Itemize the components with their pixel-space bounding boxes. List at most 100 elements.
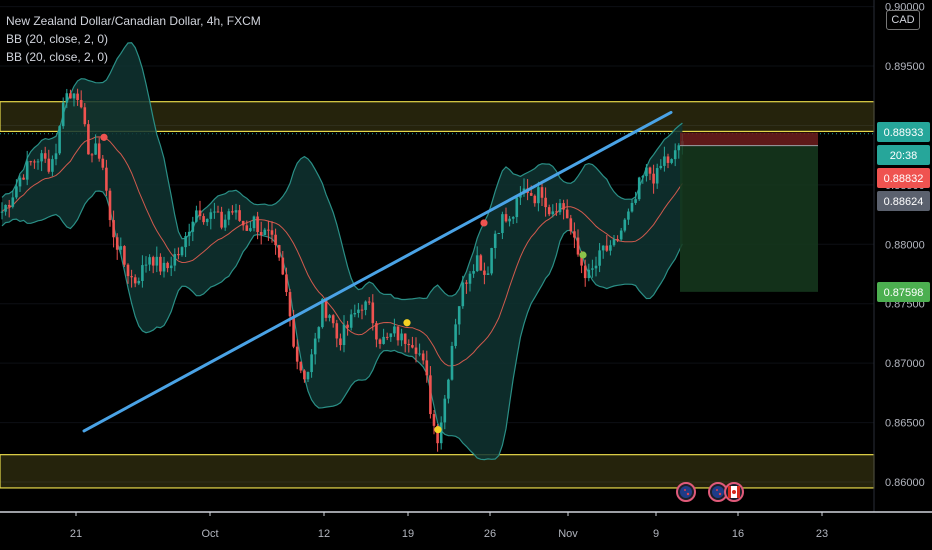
candle[interactable] <box>540 180 544 207</box>
candle[interactable] <box>501 211 504 240</box>
candle[interactable] <box>648 166 652 181</box>
candle[interactable] <box>40 149 43 172</box>
candle[interactable] <box>465 279 468 294</box>
candle[interactable] <box>421 350 425 365</box>
candle[interactable] <box>562 199 565 220</box>
candle[interactable] <box>652 164 655 194</box>
time-axis[interactable]: 21 Oct 12 19 26 Nov 9 16 23 <box>70 512 828 540</box>
candle[interactable] <box>573 222 576 249</box>
candle[interactable] <box>299 361 303 374</box>
candle[interactable] <box>137 277 141 286</box>
candle[interactable] <box>641 175 645 184</box>
candle[interactable] <box>173 248 177 272</box>
candle[interactable] <box>508 215 511 227</box>
candle[interactable] <box>393 318 396 337</box>
candle[interactable] <box>673 143 677 167</box>
candle[interactable] <box>677 143 681 159</box>
candle[interactable] <box>159 253 162 276</box>
candle[interactable] <box>241 220 245 231</box>
candle[interactable] <box>187 223 191 246</box>
candle[interactable] <box>213 202 216 219</box>
candle[interactable] <box>69 89 72 99</box>
candle[interactable] <box>205 218 209 226</box>
candle[interactable] <box>133 274 137 288</box>
candle[interactable] <box>227 208 231 226</box>
candle[interactable] <box>11 190 15 209</box>
candle[interactable] <box>79 90 83 109</box>
candle[interactable] <box>634 191 637 205</box>
candle[interactable] <box>389 333 393 342</box>
candle[interactable] <box>627 208 630 225</box>
candle[interactable] <box>119 237 123 255</box>
candle[interactable] <box>403 333 407 353</box>
candle[interactable] <box>630 199 634 213</box>
candle[interactable] <box>144 256 148 273</box>
candle[interactable] <box>306 371 310 383</box>
candle[interactable] <box>252 215 256 232</box>
candle[interactable] <box>245 220 249 231</box>
indicator-bb-2[interactable]: BB (20, close, 2, 0) <box>6 50 109 64</box>
candle[interactable] <box>346 320 349 336</box>
candle[interactable] <box>364 300 367 316</box>
candle[interactable] <box>277 244 281 261</box>
candle[interactable] <box>407 339 411 353</box>
candle[interactable] <box>342 315 346 353</box>
candle[interactable] <box>180 246 184 257</box>
candle[interactable] <box>155 246 159 273</box>
candle[interactable] <box>598 243 601 273</box>
candle[interactable] <box>457 306 461 335</box>
candle[interactable] <box>601 245 605 259</box>
candle[interactable] <box>130 269 133 288</box>
candle[interactable] <box>619 227 623 242</box>
candle[interactable] <box>141 255 144 288</box>
candle[interactable] <box>555 202 558 216</box>
candle[interactable] <box>609 240 612 256</box>
candle[interactable] <box>396 326 400 346</box>
candle[interactable] <box>43 146 47 163</box>
candle[interactable] <box>65 88 69 109</box>
candle[interactable] <box>223 214 227 231</box>
support-zone[interactable] <box>0 454 875 489</box>
candle[interactable] <box>349 309 353 331</box>
candle[interactable] <box>558 198 562 215</box>
candle[interactable] <box>479 253 483 271</box>
candle[interactable] <box>25 150 29 186</box>
candle[interactable] <box>670 158 673 165</box>
candle[interactable] <box>274 228 277 255</box>
candle[interactable] <box>83 102 87 127</box>
candle[interactable] <box>504 207 508 223</box>
candle[interactable] <box>328 314 331 322</box>
candle[interactable] <box>497 232 501 234</box>
candle[interactable] <box>166 261 169 273</box>
candle[interactable] <box>490 247 493 276</box>
indicator-bb-1[interactable]: BB (20, close, 2, 0) <box>6 32 109 46</box>
candle[interactable] <box>148 254 151 271</box>
nz-flag-icon[interactable] <box>676 482 696 502</box>
candle[interactable] <box>324 297 328 322</box>
candle[interactable] <box>238 204 241 222</box>
candle[interactable] <box>544 187 547 217</box>
candle[interactable] <box>281 250 285 276</box>
candle[interactable] <box>29 160 33 166</box>
candle[interactable] <box>105 159 108 196</box>
candle[interactable] <box>76 88 79 106</box>
candle[interactable] <box>537 181 540 212</box>
candle[interactable] <box>231 205 234 215</box>
candle[interactable] <box>472 264 475 278</box>
candle[interactable] <box>162 256 166 278</box>
candle[interactable] <box>551 204 555 218</box>
candle[interactable] <box>267 220 270 241</box>
candle[interactable] <box>400 328 403 347</box>
candle[interactable] <box>303 369 306 383</box>
candle[interactable] <box>637 176 641 201</box>
candle[interactable] <box>33 159 36 169</box>
candle[interactable] <box>385 332 389 341</box>
candle[interactable] <box>461 275 465 309</box>
candle[interactable] <box>450 341 454 381</box>
candle[interactable] <box>468 271 472 292</box>
candle[interactable] <box>666 153 670 169</box>
drawings-layer[interactable] <box>82 110 818 502</box>
candle[interactable] <box>623 218 627 233</box>
candle[interactable] <box>195 205 198 223</box>
